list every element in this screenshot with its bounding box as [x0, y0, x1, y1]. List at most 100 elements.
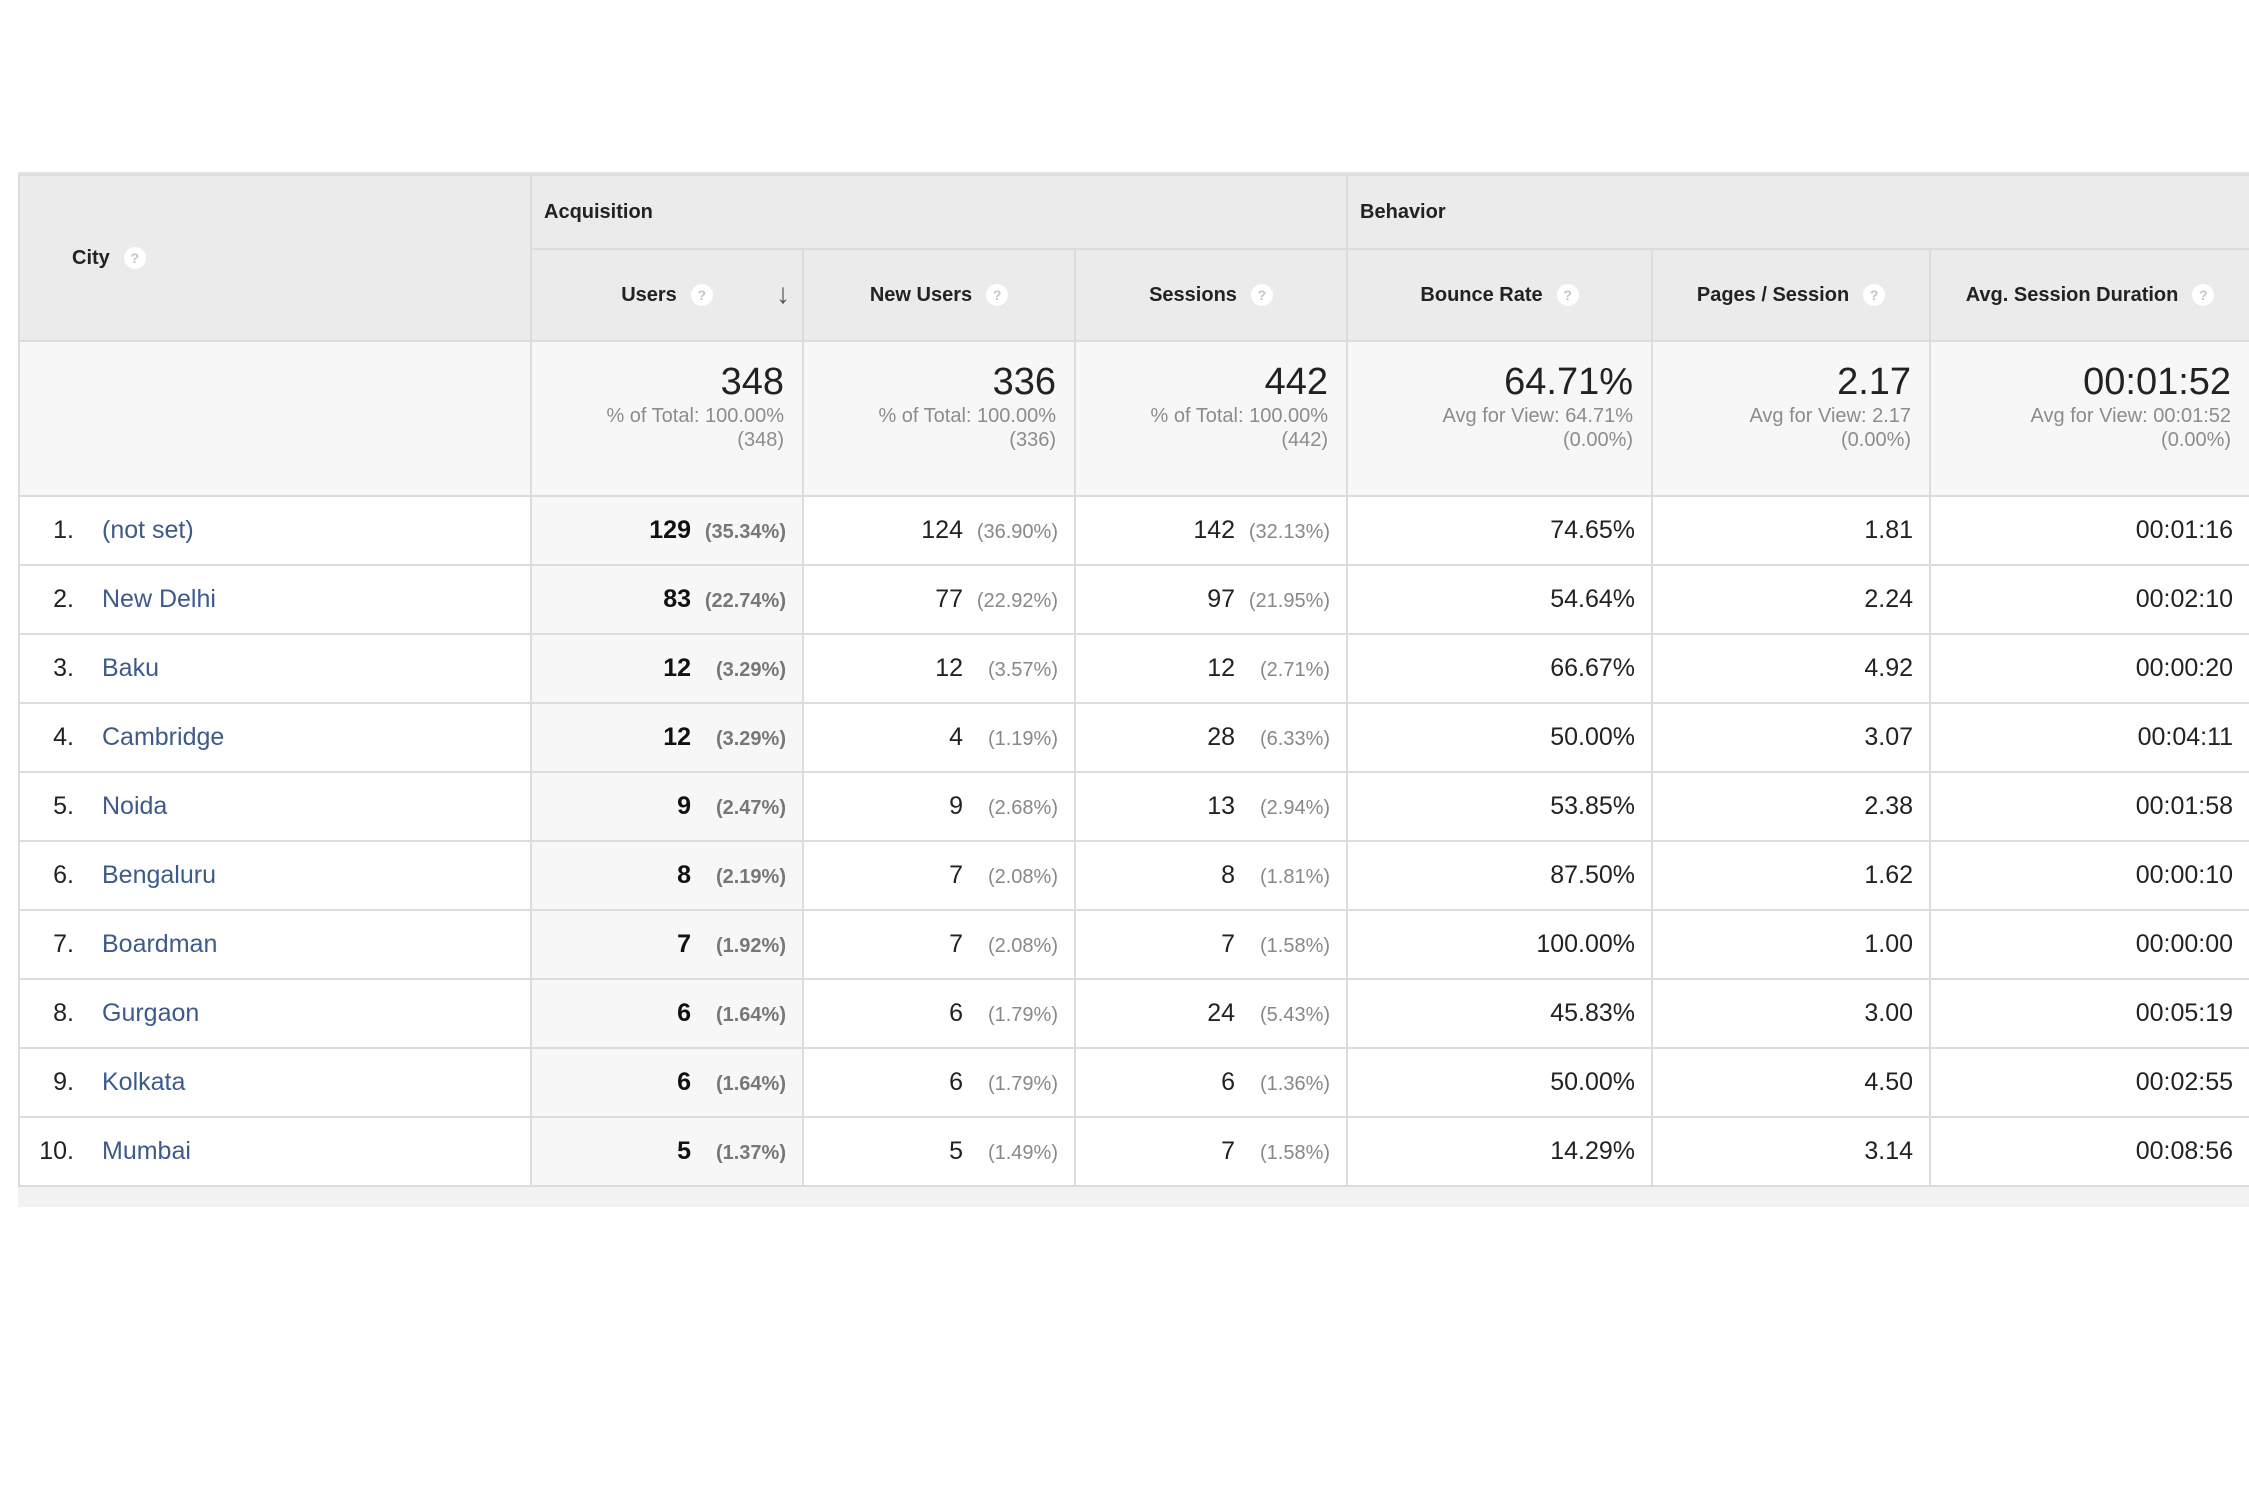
row-number: 2.: [53, 585, 74, 613]
users-cell: 83 (22.74%): [530, 564, 804, 635]
city-cell: 5. Noida: [18, 771, 532, 842]
sessions-cell: 24 (5.43%): [1073, 978, 1349, 1049]
users-column-header[interactable]: Users? ↓: [530, 248, 804, 342]
city-header-label: City: [72, 246, 110, 269]
help-icon[interactable]: ?: [123, 247, 146, 270]
sessions-header-label: Sessions: [1149, 283, 1237, 306]
pages-session-cell: 4.92: [1651, 633, 1932, 704]
table-row: 2. New Delhi 83 (22.74%) 77 (22.92%) 97 (21.95%…: [18, 564, 2249, 635]
new-users-value: 5: [949, 1137, 963, 1165]
city-link[interactable]: Bengaluru: [102, 861, 216, 889]
users-value: 129: [649, 516, 691, 544]
new-users-percent: (2.68%): [987, 797, 1058, 819]
city-report-panel: City? Acquisition Behavior Users? ↓ New …: [18, 172, 2249, 1207]
new-users-value: 6: [949, 1068, 963, 1096]
pages-session-column-header[interactable]: Pages / Session?: [1651, 248, 1932, 342]
sessions-percent: (1.58%): [1260, 1142, 1331, 1164]
avg-session-duration-cell: 00:08:56: [1929, 1116, 2249, 1187]
sessions-cell: 8 (1.81%): [1073, 840, 1349, 911]
help-icon[interactable]: ?: [1250, 284, 1273, 307]
users-value: 6: [677, 999, 691, 1027]
sessions-column-header[interactable]: Sessions?: [1073, 248, 1349, 342]
users-percent: (2.19%): [715, 866, 786, 888]
city-link[interactable]: Boardman: [102, 930, 218, 958]
city-cell: 3. Baku: [18, 633, 532, 704]
avg-session-duration-cell: 00:02:10: [1929, 564, 2249, 635]
city-link[interactable]: Mumbai: [102, 1137, 191, 1165]
avg-session-duration-column-header[interactable]: Avg. Session Duration?: [1929, 248, 2249, 342]
help-icon[interactable]: ?: [690, 284, 713, 307]
users-percent: (1.64%): [715, 1073, 786, 1095]
users-value: 7: [677, 930, 691, 958]
city-link[interactable]: Cambridge: [102, 723, 225, 751]
new-users-value: 4: [949, 723, 963, 751]
sessions-value: 28: [1207, 723, 1236, 751]
totals-subline: % of Total: 100.00%: [878, 405, 1056, 427]
help-icon[interactable]: ?: [986, 284, 1009, 307]
totals-subline: Avg for View: 2.17: [1749, 405, 1912, 427]
table-row: 9. Kolkata 6 (1.64%) 6 (1.79%) 6 (1.36%) 50.00% 4…: [18, 1047, 2249, 1118]
users-percent: (1.37%): [715, 1142, 786, 1164]
help-icon[interactable]: ?: [1863, 284, 1886, 307]
totals-value: 336: [992, 361, 1056, 403]
city-link[interactable]: (not set): [102, 516, 194, 544]
avg-session-duration-cell: 00:05:19: [1929, 978, 2249, 1049]
bounce-rate-cell: 45.83%: [1346, 978, 1654, 1049]
users-cell: 129 (35.34%): [530, 495, 804, 566]
new-users-cell: 7 (2.08%): [802, 909, 1076, 980]
pages-session-cell: 2.38: [1651, 771, 1932, 842]
row-number: 7.: [53, 930, 74, 958]
users-value: 12: [663, 723, 691, 751]
bounce-rate-cell: 87.50%: [1346, 840, 1654, 911]
new-users-value: 12: [935, 654, 963, 682]
users-header-label: Users: [621, 283, 677, 306]
avg-session-duration-cell: 00:00:00: [1929, 909, 2249, 980]
sort-descending-icon[interactable]: ↓: [776, 278, 790, 309]
totals-row: 348 % of Total: 100.00% (348) 336 % of T…: [18, 340, 2249, 497]
city-link[interactable]: Gurgaon: [102, 999, 200, 1027]
users-percent: (1.64%): [715, 1004, 786, 1026]
pages-session-cell: 1.00: [1651, 909, 1932, 980]
users-cell: 12 (3.29%): [530, 633, 804, 704]
city-link[interactable]: Baku: [102, 654, 159, 682]
bounce-rate-cell: 100.00%: [1346, 909, 1654, 980]
sessions-cell: 7 (1.58%): [1073, 1116, 1349, 1187]
city-cell: 2. New Delhi: [18, 564, 532, 635]
totals-city-cell: [18, 340, 532, 497]
new-users-value: 9: [949, 792, 963, 820]
new-users-percent: (3.57%): [987, 659, 1058, 681]
row-number: 10.: [39, 1137, 74, 1165]
new-users-cell: 77 (22.92%): [802, 564, 1076, 635]
city-link[interactable]: New Delhi: [102, 585, 216, 613]
new-users-column-header[interactable]: New Users?: [802, 248, 1076, 342]
bounce-rate-column-header[interactable]: Bounce Rate?: [1346, 248, 1654, 342]
bounce-rate-cell: 66.67%: [1346, 633, 1654, 704]
users-cell: 8 (2.19%): [530, 840, 804, 911]
sessions-value: 142: [1193, 516, 1236, 544]
users-value: 12: [663, 654, 691, 682]
sessions-cell: 6 (1.36%): [1073, 1047, 1349, 1118]
sessions-cell: 142 (32.13%): [1073, 495, 1349, 566]
city-link[interactable]: Noida: [102, 792, 168, 820]
new-users-cell: 7 (2.08%): [802, 840, 1076, 911]
users-value: 9: [677, 792, 691, 820]
help-icon[interactable]: ?: [2192, 284, 2215, 307]
pages-session-cell: 2.24: [1651, 564, 1932, 635]
users-value: 6: [677, 1068, 691, 1096]
new-users-percent: (1.49%): [987, 1142, 1058, 1164]
new-users-percent: (36.90%): [976, 521, 1058, 543]
totals-sessions-cell: 442 % of Total: 100.00% (442): [1073, 340, 1349, 497]
totals-avg-session-duration-cell: 00:01:52 Avg for View: 00:01:52 (0.00%): [1929, 340, 2249, 497]
totals-value: 64.71%: [1504, 361, 1634, 403]
pages-session-cell: 3.14: [1651, 1116, 1932, 1187]
totals-value: 348: [720, 361, 784, 403]
new-users-value: 7: [949, 861, 963, 889]
pages-session-cell: 3.07: [1651, 702, 1932, 773]
city-link[interactable]: Kolkata: [102, 1068, 186, 1096]
city-column-header[interactable]: City?: [18, 174, 532, 342]
pages-session-header-label: Pages / Session: [1696, 283, 1850, 306]
avg-session-duration-cell: 00:01:58: [1929, 771, 2249, 842]
help-icon[interactable]: ?: [1556, 284, 1579, 307]
totals-users-cell: 348 % of Total: 100.00% (348): [530, 340, 804, 497]
users-value: 83: [663, 585, 691, 613]
